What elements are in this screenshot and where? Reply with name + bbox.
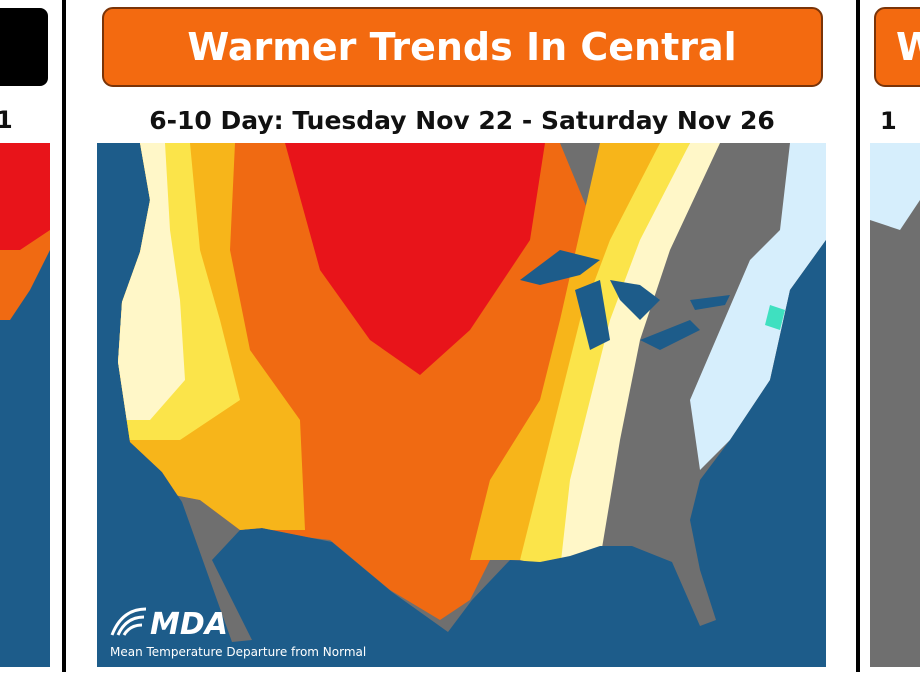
right-panel: W 1 <box>870 7 920 667</box>
left-panel: 1 <box>0 0 66 672</box>
title-box <box>102 7 823 87</box>
right-map <box>870 143 920 667</box>
caption: Mean Temperature Departure from Normal <box>110 645 366 659</box>
map: MDA Mean Temperature Departure from Norm… <box>97 143 826 667</box>
left-title-box <box>0 8 48 86</box>
left-map <box>0 143 50 667</box>
logo: MDA <box>110 607 228 642</box>
right-title-box <box>874 7 920 87</box>
divider <box>62 0 66 672</box>
divider <box>856 0 860 672</box>
subtitle: 6-10 Day: Tuesday Nov 22 - Saturday Nov … <box>149 106 775 135</box>
title: Warmer Trends In Central <box>187 25 736 69</box>
lakes <box>520 250 730 350</box>
right-title: W <box>896 25 920 69</box>
main-panel: Warmer Trends In Central 6-10 Day: Tuesd… <box>97 0 860 672</box>
left-subtitle: 1 <box>0 106 13 134</box>
logo-text: MDA <box>150 607 228 642</box>
right-subtitle: 1 <box>880 107 897 135</box>
